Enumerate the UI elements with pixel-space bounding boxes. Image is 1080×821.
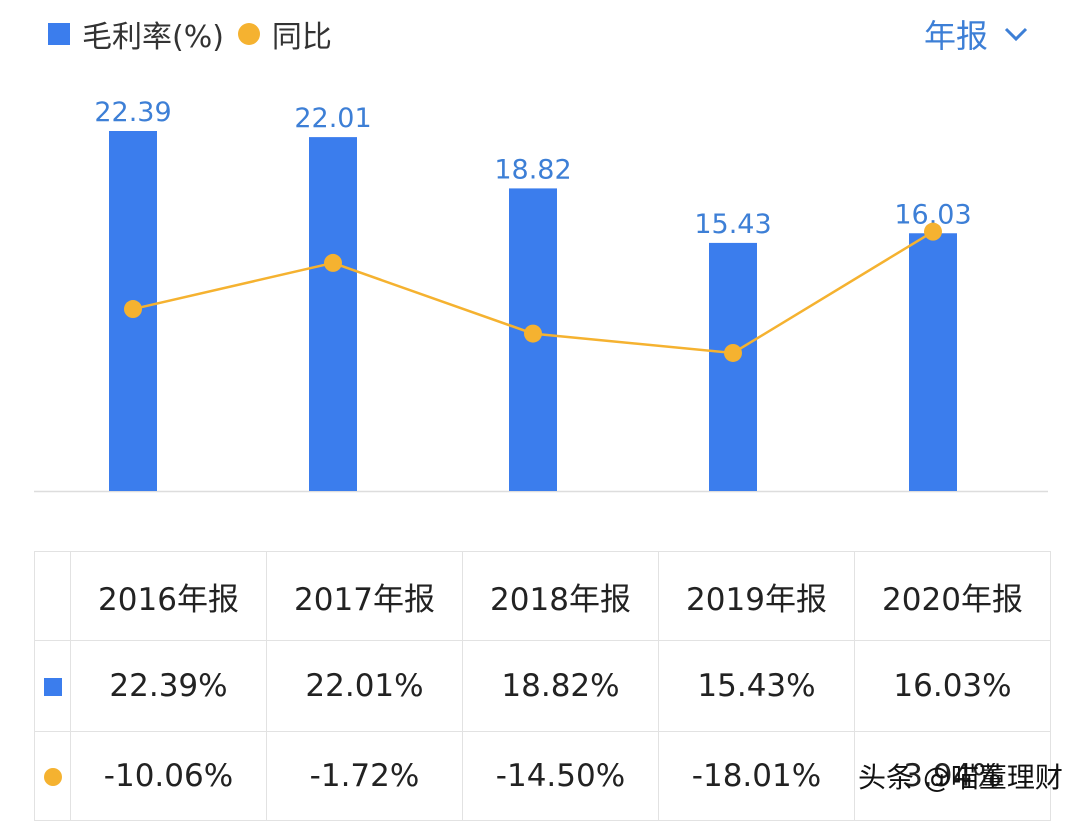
bar-value-label: 18.82 [494, 154, 571, 185]
row-circle-marker [43, 768, 62, 786]
bar-value-label: 22.39 [94, 97, 171, 128]
table-header-cell: 2019年报 [658, 551, 855, 641]
table-corner-cell [34, 551, 71, 641]
yoy-point [724, 343, 742, 362]
period-selector[interactable]: 年报 [924, 10, 1030, 58]
table-header-row: 2016年报 2017年报 2018年报 2019年报 2020年报 [34, 551, 1051, 641]
table-header-cell: 2018年报 [462, 551, 659, 641]
row-square-marker [43, 678, 62, 696]
table-header-cell: 2017年报 [266, 551, 463, 641]
legend-square-marker [48, 23, 70, 45]
yoy-point [324, 253, 342, 272]
legend-label-yoy: 同比 [271, 20, 332, 55]
table-header-cell: 2016年报 [70, 551, 267, 641]
table-cell: -1.72% [266, 731, 463, 821]
legend-circle-marker [237, 23, 260, 45]
data-table: 2016年报 2017年报 2018年报 2019年报 2020年报 22.39… [34, 551, 1051, 821]
yoy-point [124, 300, 142, 319]
table-cell: 22.39% [70, 640, 267, 732]
legend: 毛利率(%) 同比 [48, 10, 332, 58]
table-row-yoy: -10.06% -1.72% -14.50% -18.01% 3.94% [34, 731, 1051, 821]
watermark: 头条 @喵董理财 [858, 761, 1063, 794]
table-cell: 3.94% [854, 731, 1051, 821]
bar [709, 242, 757, 491]
table-cell: -14.50% [462, 731, 659, 821]
table-cell: 22.01% [266, 640, 463, 732]
bar-value-label: 22.01 [294, 103, 371, 134]
table-cell: 18.82% [462, 640, 659, 732]
table-cell: 16.03% [854, 640, 1051, 732]
row-marker-cell [34, 731, 71, 821]
table-cell: -10.06% [70, 731, 267, 821]
bar [309, 137, 357, 491]
bar [909, 233, 957, 491]
yoy-point [924, 222, 942, 241]
table-cell: -18.01% [658, 731, 855, 821]
table-header-cell: 2020年报 [854, 551, 1051, 641]
period-selector-label: 年报 [923, 17, 988, 55]
chevron-down-icon [1004, 27, 1028, 42]
legend-label-gross-margin: 毛利率(%) [82, 20, 224, 55]
table-cell: 15.43% [658, 640, 855, 732]
yoy-point [524, 324, 542, 343]
bar-value-label: 15.43 [694, 209, 771, 240]
table-row-gross-margin: 22.39% 22.01% 18.82% 15.43% 16.03% [34, 640, 1051, 732]
row-marker-cell [34, 640, 71, 732]
